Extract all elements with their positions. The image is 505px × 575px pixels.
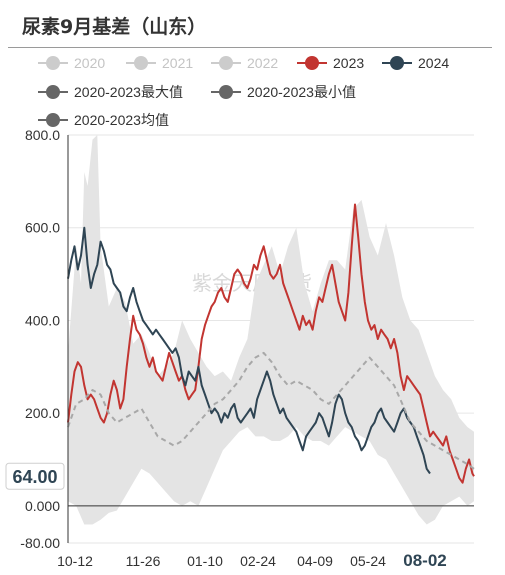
- legend-item-2022[interactable]: 2022: [211, 55, 278, 71]
- legend-item-2023[interactable]: 2023: [297, 55, 364, 71]
- swatch-dot: [46, 85, 60, 99]
- swatch-dot: [46, 113, 60, 127]
- legend-label: 2020-2023最大值: [74, 84, 183, 100]
- legend-label: 2021: [162, 55, 194, 71]
- legend-label: 2022: [247, 55, 279, 71]
- x-tick-label: 11-26: [126, 553, 161, 569]
- swatch-dot: [390, 56, 404, 70]
- legend-item-min[interactable]: 2020-2023最小值: [211, 82, 356, 102]
- legend-swatch-icon: [211, 56, 241, 70]
- y-tick-label: 0.000: [25, 498, 60, 514]
- legend-item-2021[interactable]: 2021: [126, 55, 193, 71]
- title-divider: [8, 47, 492, 48]
- legend-swatch-icon: [126, 56, 156, 70]
- legend-item-max[interactable]: 2020-2023最大值: [38, 82, 183, 102]
- series-line-2024: [67, 226, 431, 475]
- series-line-2023: [67, 203, 475, 484]
- axes: [67, 135, 474, 543]
- swatch-dot: [219, 85, 233, 99]
- y-tick-label: 400.0: [25, 312, 60, 328]
- current-value-label: 64.00: [5, 462, 65, 490]
- chart-title: 尿素9月基差（山东）: [22, 16, 207, 38]
- x-tick-label: 02-24: [240, 553, 276, 569]
- x-tick-label: 04-09: [297, 553, 333, 569]
- legend-label: 2020-2023均值: [74, 112, 169, 128]
- watermark-text: 紫金天风期货: [192, 272, 312, 295]
- y-tick-label: 600.0: [25, 220, 60, 236]
- legend-label: 2024: [418, 55, 450, 71]
- legend-label: 2020: [74, 55, 106, 71]
- x-tick-label: 05-24: [350, 553, 386, 569]
- band-area: [68, 135, 474, 525]
- series-lines: [67, 203, 475, 484]
- swatch-dot: [219, 56, 233, 70]
- legend-swatch-icon: [211, 85, 241, 99]
- max-min-band: [68, 135, 474, 525]
- legend-item-2020[interactable]: 2020: [38, 55, 105, 71]
- x-tick-labels: 10-12 11-26 01-10 02-24 04-09 05-24 08-02: [57, 548, 453, 572]
- legend-item-mean[interactable]: 2020-2023均值: [38, 110, 169, 130]
- y-tick-label: 200.0: [25, 405, 60, 421]
- x-tick-label: 10-12: [57, 553, 93, 569]
- x-tick-label: 01-10: [187, 553, 223, 569]
- y-tick-label: -80.00: [20, 535, 60, 551]
- legend-swatch-icon: [297, 56, 327, 70]
- current-value-box: [5, 462, 65, 490]
- legend-label: 2020-2023最小值: [247, 84, 356, 100]
- legend-item-2024[interactable]: 2024: [382, 55, 449, 71]
- legend-swatch-icon: [38, 113, 68, 127]
- legend-swatch-icon: [382, 56, 412, 70]
- legend-swatch-icon: [38, 56, 68, 70]
- legend-label: 2023: [333, 55, 365, 71]
- swatch-dot: [305, 56, 319, 70]
- x-tick-label: 08-02: [403, 551, 446, 570]
- swatch-dot: [46, 56, 60, 70]
- swatch-dot: [134, 56, 148, 70]
- legend-swatch-icon: [38, 85, 68, 99]
- series-line-2020-2023均值: [67, 351, 475, 470]
- current-value-text: 64.00: [12, 467, 57, 487]
- highlight-label-bg: [397, 548, 453, 572]
- grid-lines: [68, 134, 474, 544]
